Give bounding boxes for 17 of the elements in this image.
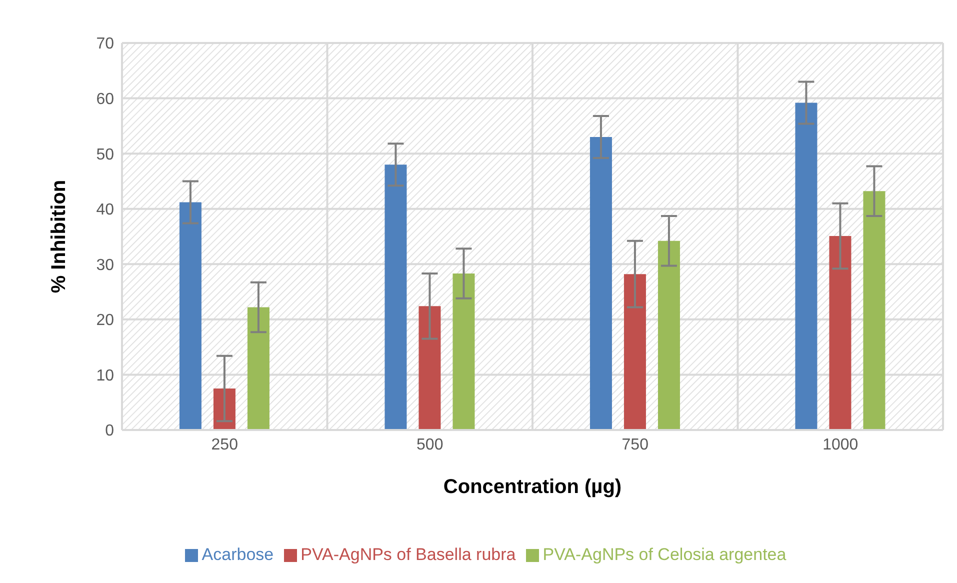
y-tick-label: 70 — [96, 36, 114, 53]
y-tick-label: 0 — [105, 422, 114, 440]
x-tick-label: 500 — [416, 436, 444, 454]
y-tick-label: 60 — [96, 90, 114, 108]
x-axis-title: Concentration (µg) — [443, 476, 622, 498]
y-axis-title: % Inhibition — [48, 180, 70, 294]
x-tick-label: 1000 — [822, 436, 858, 454]
y-tick-label: 10 — [96, 367, 114, 384]
y-tick-label: 50 — [96, 146, 114, 164]
y-tick-label: 30 — [96, 256, 114, 274]
x-tick-label: 750 — [622, 436, 649, 454]
x-tick-label: 250 — [211, 436, 238, 454]
legend-label: PVA-AgNPs of Celosia argentea — [542, 545, 786, 564]
y-tick-label: 40 — [96, 202, 114, 219]
y-tick-label: 20 — [96, 312, 114, 330]
legend-label: PVA-AgNPs of Basella rubra — [300, 545, 516, 564]
legend-label: Acarbose — [202, 545, 274, 564]
